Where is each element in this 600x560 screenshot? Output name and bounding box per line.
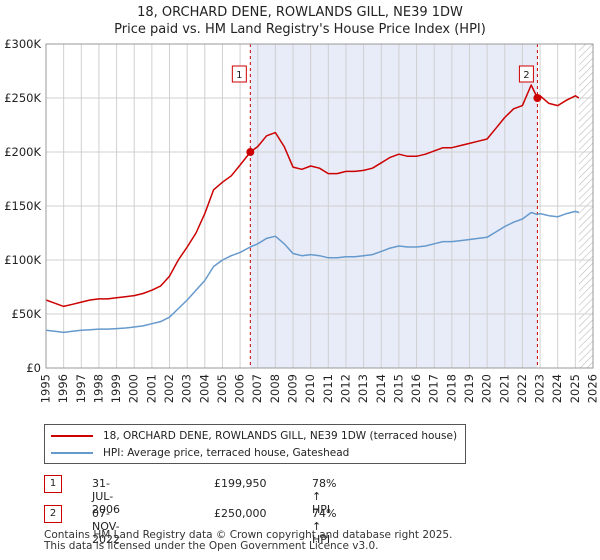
y-tick-label: £50K xyxy=(12,307,42,321)
chart-subtitle: Price paid vs. HM Land Registry's House … xyxy=(114,22,486,37)
sale-hpi-change: 74% ↑ HPI xyxy=(312,507,337,546)
sale-hpi-change: 78% ↑ HPI xyxy=(312,477,337,516)
x-tick-label: 2016 xyxy=(409,374,423,403)
x-tick-label: 2002 xyxy=(162,374,176,403)
x-tick-label: 2008 xyxy=(268,374,282,403)
chart-title: 18, ORCHARD DENE, ROWLANDS GILL, NE39 1D… xyxy=(137,5,463,20)
legend-item-hpi: HPI: Average price, terraced house, Gate… xyxy=(51,445,349,461)
x-tick-label: 1996 xyxy=(56,374,70,403)
x-tick-label: 2020 xyxy=(480,374,494,403)
x-tick-label: 2011 xyxy=(321,374,335,403)
y-tick-label: £0 xyxy=(26,361,41,375)
x-tick-label: 2021 xyxy=(497,374,511,403)
x-tick-label: 2014 xyxy=(374,374,388,403)
y-tick-label: £250K xyxy=(4,91,41,105)
y-tick-label: £100K xyxy=(4,253,41,267)
x-tick-label: 2010 xyxy=(303,374,317,403)
legend-swatch-blue xyxy=(51,452,93,454)
sale-point-2 xyxy=(533,94,542,102)
footer-copyright: Contains HM Land Registry data © Crown c… xyxy=(44,529,453,541)
y-tick-label: £150K xyxy=(4,199,41,213)
sale-price: £250,000 xyxy=(214,507,267,520)
sale-date: 31-JUL-2006 xyxy=(92,477,120,516)
sale-number-badge: 1 xyxy=(44,475,62,493)
x-tick-label: 2023 xyxy=(533,374,547,403)
y-tick-label: £300K xyxy=(4,37,41,51)
sale-price: £199,950 xyxy=(214,477,267,490)
x-tick-label: 2017 xyxy=(427,374,441,403)
legend: 18, ORCHARD DENE, ROWLANDS GILL, NE39 1D… xyxy=(44,424,466,464)
x-tick-label: 2013 xyxy=(356,374,370,403)
sale-label-box-2 xyxy=(518,65,534,83)
x-tick-label: 1999 xyxy=(109,374,123,403)
legend-label-hpi: HPI: Average price, terraced house, Gate… xyxy=(103,447,350,459)
x-tick-label: 2022 xyxy=(515,374,529,403)
x-tick-label: 2009 xyxy=(286,374,300,403)
x-tick-label: 2006 xyxy=(233,374,247,403)
property-price-line xyxy=(45,84,580,308)
sale-label-box-1 xyxy=(231,65,247,83)
sale-point-1 xyxy=(246,148,255,157)
x-tick-label: 2019 xyxy=(462,374,476,403)
sale-date: 07-NOV-2022 xyxy=(92,507,120,546)
footer-licence: This data is licensed under the Open Gov… xyxy=(44,540,379,552)
x-tick-label: 2004 xyxy=(197,374,211,403)
x-tick-label: 1995 xyxy=(39,374,53,403)
y-tick-label: £200K xyxy=(4,145,41,159)
x-tick-label: 2001 xyxy=(144,374,158,403)
legend-swatch-red xyxy=(51,435,93,437)
x-tick-label: 2024 xyxy=(550,374,564,403)
x-tick-label: 2025 xyxy=(568,374,582,403)
sale-label-1: 1 xyxy=(236,70,242,81)
x-tick-label: 1998 xyxy=(91,374,105,403)
x-tick-label: 2000 xyxy=(127,374,141,403)
x-tick-label: 2007 xyxy=(250,374,264,403)
footer: Contains HM Land Registry data © Crown c… xyxy=(44,530,452,552)
legend-item-property: 18, ORCHARD DENE, ROWLANDS GILL, NE39 1D… xyxy=(51,428,457,444)
x-tick-label: 2015 xyxy=(391,374,405,403)
x-tick-label: 2026 xyxy=(586,374,600,403)
x-tick-label: 2003 xyxy=(180,374,194,403)
legend-label-property: 18, ORCHARD DENE, ROWLANDS GILL, NE39 1D… xyxy=(103,430,458,442)
x-tick-label: 2012 xyxy=(338,374,352,403)
x-tick-label: 1997 xyxy=(74,374,88,403)
hpi-line xyxy=(45,210,580,334)
sale-label-2: 2 xyxy=(523,70,529,81)
x-tick-label: 2018 xyxy=(444,374,458,403)
sale-number-badge: 2 xyxy=(44,505,62,523)
plot-frame xyxy=(45,43,594,369)
x-tick-label: 2005 xyxy=(215,374,229,403)
